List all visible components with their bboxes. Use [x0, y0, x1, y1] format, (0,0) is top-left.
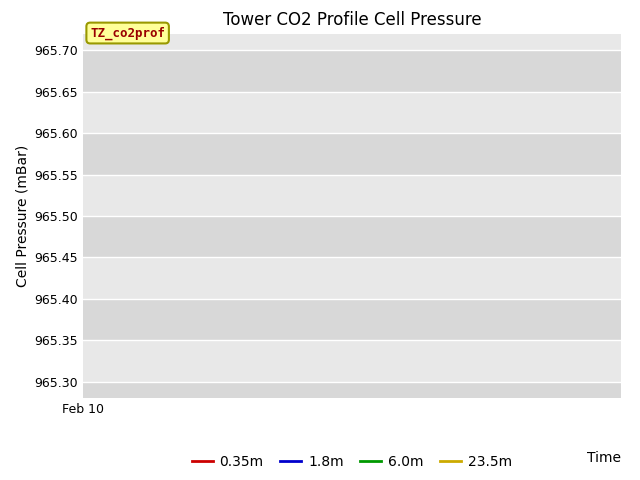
Title: Tower CO2 Profile Cell Pressure: Tower CO2 Profile Cell Pressure [223, 11, 481, 29]
Bar [83, 299, 621, 340]
Bar [83, 50, 621, 92]
Bar [83, 382, 621, 398]
Bar [83, 216, 621, 257]
Bar [83, 133, 621, 175]
Bar [83, 92, 621, 133]
Bar [83, 175, 621, 216]
Legend: 0.35m, 1.8m, 6.0m, 23.5m: 0.35m, 1.8m, 6.0m, 23.5m [186, 449, 518, 474]
Text: Time: Time [587, 451, 621, 465]
Y-axis label: Cell Pressure (mBar): Cell Pressure (mBar) [15, 145, 29, 287]
Bar [83, 257, 621, 299]
Text: TZ_co2prof: TZ_co2prof [90, 26, 165, 40]
Bar [83, 340, 621, 382]
Bar [83, 34, 621, 50]
